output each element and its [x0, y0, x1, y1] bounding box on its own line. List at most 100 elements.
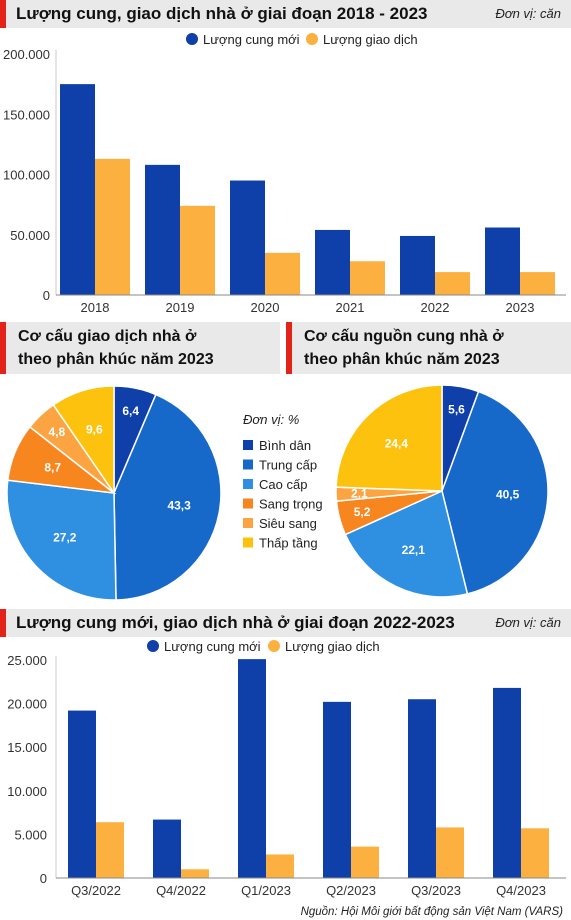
x-tick-label: Q1/2023 — [241, 883, 291, 898]
pie-slice-thấp-tầng — [52, 385, 115, 496]
chart-quarterly-title: Lượng cung mới, giao dịch nhà ở giai đoạ… — [0, 609, 571, 637]
chart-legend: Lượng cung mới Lượng giao dịch — [147, 639, 380, 654]
legend-marker — [186, 33, 198, 45]
bar-transaction — [350, 261, 385, 295]
chart-quarterly-panel: Lượng cung mới, giao dịch nhà ở giai đoạ… — [0, 609, 571, 920]
x-tick-label: Q4/2023 — [496, 883, 546, 898]
x-tick-label: 2018 — [81, 300, 110, 315]
pie-value-label: 5,2 — [354, 505, 371, 519]
x-tick-label: 2023 — [506, 300, 535, 315]
bar-supply — [68, 710, 96, 878]
legend-marker — [306, 33, 318, 45]
x-tick-label: 2020 — [251, 300, 280, 315]
x-tick-label: 2019 — [166, 300, 195, 315]
bar-transaction — [265, 252, 300, 295]
legend-label: Lượng giao dịch — [323, 32, 418, 47]
bar-supply — [493, 687, 521, 878]
pie-supply: 5,6 40,5 22,1 5,2 2,1 24,4 — [335, 384, 549, 598]
pie-value-label: 5,6 — [448, 403, 465, 417]
bar-supply — [323, 701, 351, 878]
pie-slice-cao-cấp — [344, 489, 469, 598]
bar-supply — [153, 819, 181, 878]
bar-supply — [315, 229, 350, 295]
chart-annual-panel: Lượng cung, giao dịch nhà ở giai đoạn 20… — [0, 0, 571, 320]
source-note: Nguồn: Hội Môi giới bất động sản Việt Na… — [300, 906, 563, 918]
bar-transaction — [95, 158, 130, 295]
bar-transaction — [436, 827, 464, 878]
pie-value-label: 27,2 — [53, 530, 77, 544]
pie-legend-swatch — [243, 459, 253, 470]
pie-value-label: 2,1 — [351, 486, 368, 500]
legend-marker — [268, 640, 280, 652]
pie-value-label: 9,6 — [86, 423, 103, 437]
y-tick-label: 10.000 — [7, 784, 47, 799]
bar-transaction — [520, 272, 555, 295]
legend-label: Lượng cung mới — [164, 639, 261, 654]
x-tick-label: Q4/2022 — [156, 883, 206, 898]
pie-legend-swatch — [243, 479, 253, 489]
y-tick-label: 25.000 — [7, 653, 47, 668]
bar-supply — [238, 659, 266, 878]
y-tick-label: 150.000 — [3, 107, 50, 122]
pie-slice-cao-cấp — [6, 479, 117, 601]
chart-quarterly-svg: Lượng cung mới Lượng giao dịch 25.000 20.00… — [7, 639, 566, 898]
pie-legend: Đơn vị: % Bình dân Trung cấp Cao cấp Sang tr… — [243, 412, 323, 551]
pie-legend-unit: Đơn vị: % — [243, 412, 299, 427]
x-tick-label: Q2/2023 — [326, 883, 376, 898]
legend-label: Lượng giao dịch — [285, 639, 380, 654]
x-tick-label: Q3/2022 — [71, 883, 121, 898]
bar-supply — [400, 235, 435, 295]
pie-legend-label: Bình dân — [259, 438, 311, 453]
bar-transaction — [266, 854, 294, 878]
chart-annual-title: Lượng cung, giao dịch nhà ở giai đoạn 20… — [0, 0, 571, 28]
y-tick-label: 0 — [43, 288, 50, 303]
pie-transactions: 6,4 43,3 27,2 8,7 4,8 9,6 — [6, 385, 222, 601]
pie-value-label: 4,8 — [49, 425, 66, 439]
pie-legend-label: Cao cấp — [259, 477, 307, 492]
chart-annual-unit: Đơn vị: căn — [495, 6, 561, 21]
y-tick-label: 100.000 — [3, 168, 50, 183]
pie-panel: Cơ cấu giao dịch nhà ở theo phân khúc nă… — [0, 322, 571, 607]
y-tick-label: 15.000 — [7, 740, 47, 755]
bar-supply — [60, 84, 95, 295]
x-tick-label: 2022 — [421, 300, 450, 315]
pie-value-label: 24,4 — [385, 437, 409, 451]
pie-right-title: Cơ cấu nguồn cung nhà ở theo phân khúc n… — [286, 322, 571, 374]
bar-supply — [230, 180, 265, 295]
legend-label: Lượng cung mới — [203, 32, 300, 47]
y-tick-label: 20.000 — [7, 697, 47, 712]
pie-legend-swatch — [243, 518, 253, 528]
pie-legend-swatch — [243, 498, 253, 509]
bar-supply — [408, 699, 436, 878]
bar-transaction — [96, 822, 124, 878]
pie-slice-thấp-tầng — [335, 384, 443, 492]
bar-transaction — [181, 869, 209, 878]
pie-value-label: 40,5 — [496, 488, 520, 502]
pie-left-title: Cơ cấu giao dịch nhà ở theo phân khúc nă… — [0, 322, 280, 374]
chart-quarterly-unit: Đơn vị: căn — [495, 615, 561, 630]
pie-value-label: 22,1 — [402, 543, 426, 557]
pie-value-label: 43,3 — [167, 499, 191, 513]
pie-value-label: 8,7 — [44, 461, 61, 475]
chart-legend: Lượng cung mới Lượng giao dịch — [186, 32, 418, 47]
bar-supply — [145, 164, 180, 295]
bar-supply — [485, 227, 520, 295]
y-tick-label: 50.000 — [10, 228, 50, 243]
bar-transaction — [521, 828, 549, 878]
pie-value-label: 6,4 — [122, 404, 139, 418]
x-tick-label: 2021 — [336, 300, 365, 315]
pie-slice-trung-cấp — [113, 393, 222, 601]
x-tick-label: Q3/2023 — [411, 883, 461, 898]
y-tick-label: 200.000 — [3, 47, 50, 62]
pie-legend-label: Trung cấp — [259, 458, 317, 473]
bar-transaction — [435, 272, 470, 295]
pie-legend-swatch — [243, 537, 253, 548]
pie-charts-svg: 6,4 43,3 27,2 8,7 4,8 9,6 5,6 40,5 22,1 5,2 2,1 24,… — [6, 384, 549, 601]
chart-annual-svg: Lượng cung mới Lượng giao dịch 200.000 150.… — [3, 32, 566, 315]
bar-transaction — [351, 846, 379, 878]
pie-legend-label: Thấp tầng — [259, 536, 318, 551]
pie-legend-swatch — [243, 440, 253, 450]
pie-legend-label: Siêu sang — [259, 516, 317, 531]
pie-slice-trung-cấp — [441, 390, 549, 595]
pie-legend-label: Sang trọng — [259, 497, 323, 512]
